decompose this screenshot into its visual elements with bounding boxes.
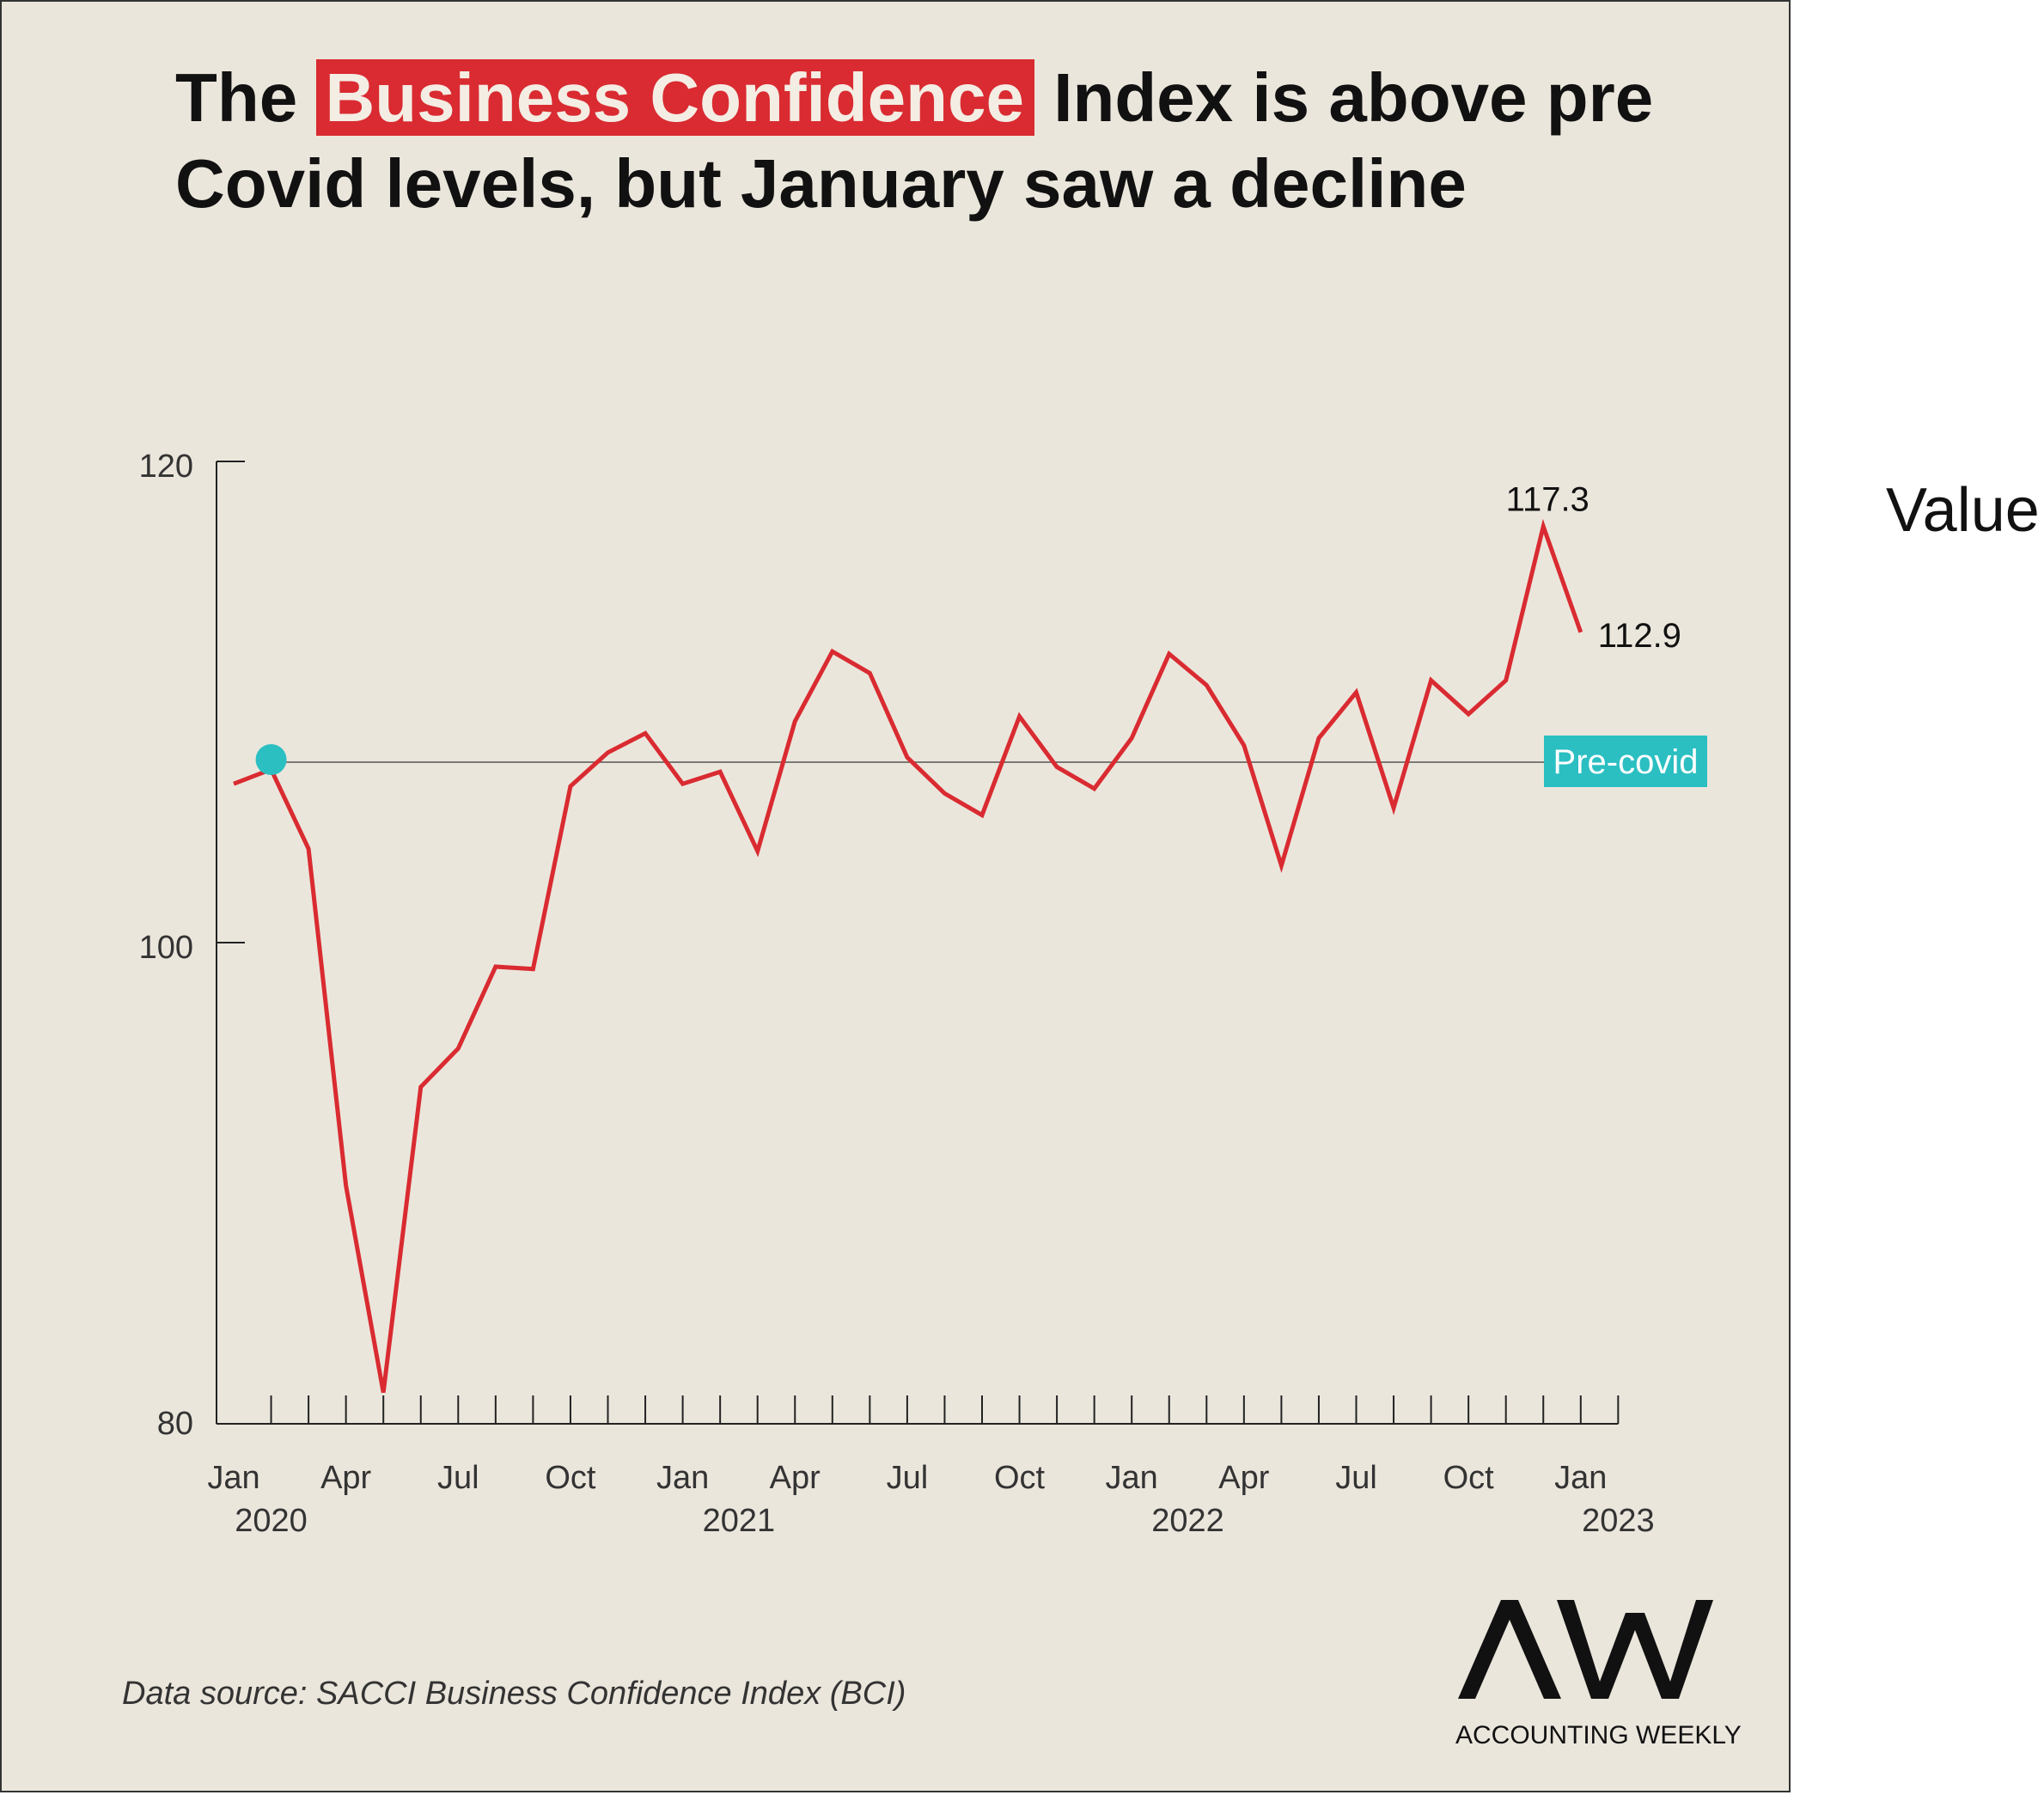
x-tick-label: Jul bbox=[437, 1460, 479, 1496]
precovid-label-box bbox=[1544, 736, 1707, 787]
x-tick-label: Apr bbox=[320, 1460, 371, 1496]
x-year-label: 2021 bbox=[703, 1503, 776, 1539]
axis-side-label: Value bbox=[1886, 476, 2040, 545]
x-tick-label: Jan bbox=[1106, 1460, 1158, 1496]
data-label-latest: 112.9 bbox=[1598, 617, 1681, 655]
x-tick-label: Oct bbox=[1443, 1460, 1495, 1496]
x-tick-label: Oct bbox=[545, 1460, 596, 1496]
accounting-weekly-logo: ACCOUNTING WEEKLY bbox=[1455, 1600, 1742, 1749]
chart-title: The Business Confidence Index is above p… bbox=[175, 55, 1722, 227]
data-source-note: Data source: SACCI Business Confidence I… bbox=[122, 1676, 906, 1712]
line-chart: 80 100 120 Jan Apr Jul Oct Jan Apr Jul Oct Jan Apr Ju… bbox=[139, 449, 1707, 1539]
y-tick-label: 100 bbox=[139, 930, 193, 966]
data-label-peak: 117.3 bbox=[1506, 481, 1589, 519]
title-highlight: Business Confidence bbox=[316, 59, 1034, 136]
x-tick-label: Oct bbox=[994, 1460, 1046, 1496]
x-tick-label: Apr bbox=[770, 1460, 821, 1496]
x-year-label: 2023 bbox=[1582, 1503, 1655, 1539]
x-tick-label: Jan bbox=[1554, 1460, 1607, 1496]
x-tick-label: Jul bbox=[1335, 1460, 1377, 1496]
y-tick-label: 80 bbox=[157, 1406, 193, 1442]
x-tick-label: Apr bbox=[1218, 1460, 1269, 1496]
precovid-label: Pre-covid bbox=[1553, 743, 1699, 781]
y-tick-label: 120 bbox=[139, 449, 193, 485]
x-year-label: 2022 bbox=[1151, 1503, 1224, 1539]
title-prefix: The bbox=[175, 59, 298, 136]
title-suffix: Index is above pre Covid levels, but Jan… bbox=[175, 59, 1654, 222]
logo-text: ACCOUNTING WEEKLY bbox=[1455, 1721, 1742, 1749]
bci-series-line bbox=[233, 518, 1583, 1394]
x-tick-label: Jan bbox=[207, 1460, 259, 1496]
x-year-label: 2020 bbox=[235, 1503, 308, 1539]
chart-card: The Business Confidence Index is above p… bbox=[0, 0, 1791, 1792]
x-tick-label: Jul bbox=[887, 1460, 929, 1496]
precovid-marker bbox=[255, 744, 287, 775]
x-tick-label: Jan bbox=[656, 1460, 709, 1496]
